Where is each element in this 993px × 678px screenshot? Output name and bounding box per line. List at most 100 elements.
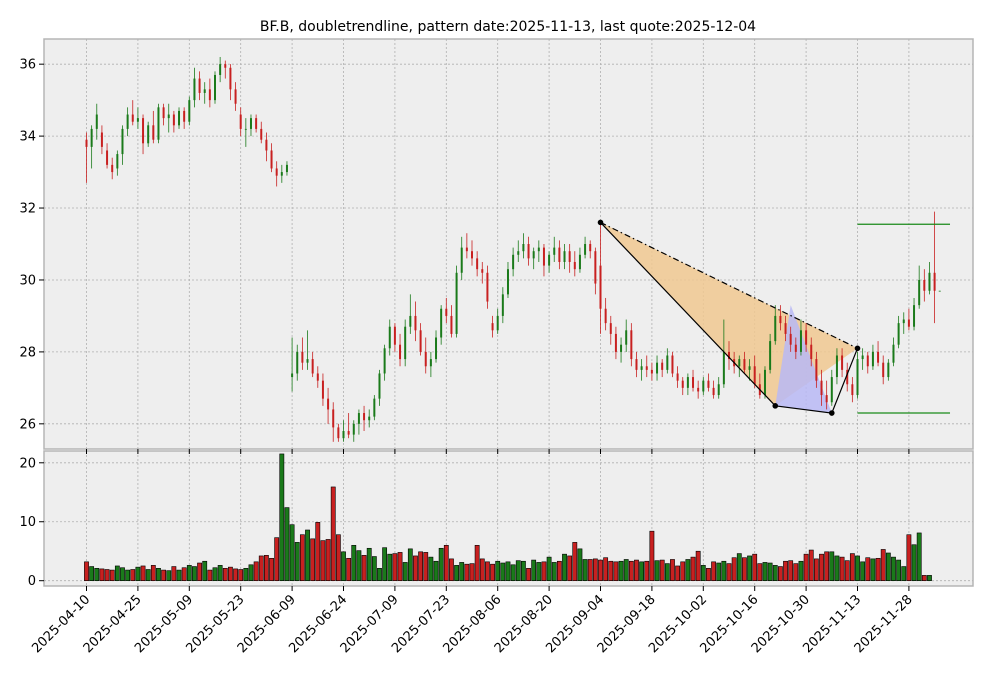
candle-body <box>471 251 473 259</box>
candle-body <box>388 326 391 349</box>
volume-bar <box>505 561 511 581</box>
volume-bar <box>392 553 398 581</box>
candle-body <box>131 114 134 122</box>
volume-bar <box>551 562 557 581</box>
volume-bar <box>490 563 495 581</box>
volume-bar <box>587 559 593 581</box>
candle-body <box>373 398 376 417</box>
candle-body <box>609 323 612 334</box>
candle-body <box>306 359 309 363</box>
candle-body <box>573 261 576 270</box>
candle-body <box>625 330 628 345</box>
candle-body <box>527 244 530 259</box>
volume-bar <box>772 565 778 581</box>
candle-body <box>748 366 751 370</box>
volume-bar <box>305 529 310 581</box>
volume-bar <box>567 555 573 581</box>
volume-bar <box>834 555 840 581</box>
volume-bar <box>474 545 480 581</box>
volume-bar <box>644 560 650 581</box>
volume-bar <box>685 559 691 581</box>
volume-bar <box>659 559 665 581</box>
candle-body <box>496 315 499 331</box>
volume-bar <box>767 562 773 581</box>
volume-bar <box>885 552 891 581</box>
volume-bar <box>156 568 161 581</box>
candle-body <box>753 366 756 385</box>
pattern-point <box>772 403 779 409</box>
candle-body <box>501 294 504 316</box>
volume-bar <box>572 542 578 581</box>
volume-bar <box>104 569 110 581</box>
candle-body <box>568 251 571 262</box>
volume-tick-label: 20 <box>19 456 36 471</box>
candle-body <box>188 100 191 122</box>
volume-bar <box>330 486 336 581</box>
candle-body <box>841 355 844 370</box>
price-tick-label: 36 <box>19 58 36 73</box>
candle-body <box>208 89 211 101</box>
volume-bar <box>721 560 727 581</box>
candle-body <box>789 333 792 345</box>
volume-bar <box>454 565 459 581</box>
candle-body <box>424 351 427 367</box>
volume-bar <box>125 569 131 581</box>
volume-bar <box>310 538 316 581</box>
volume-bar <box>628 560 634 581</box>
volume-bar <box>176 569 182 581</box>
candle-body <box>316 373 319 381</box>
volume-bar <box>407 548 413 581</box>
volume-bar <box>829 551 835 581</box>
volume-bar <box>541 561 547 581</box>
candle-body <box>506 269 509 295</box>
candle-body <box>157 107 160 140</box>
pattern-point <box>597 219 604 226</box>
volume-bar <box>808 549 814 581</box>
candle-body <box>90 128 93 147</box>
candle-body <box>599 265 602 309</box>
volume-bar <box>377 568 382 581</box>
candle-body <box>830 377 833 403</box>
candle-body <box>712 387 715 396</box>
volume-bar <box>202 560 208 581</box>
candle-body <box>203 89 206 93</box>
candle-body <box>681 380 684 388</box>
candle-body <box>121 128 124 155</box>
candle-body <box>85 139 88 147</box>
candle-body <box>671 355 674 374</box>
candle-body <box>172 114 175 126</box>
volume-bar <box>346 557 352 581</box>
volume-bar <box>813 558 819 581</box>
volume-bar <box>752 553 758 581</box>
volume-bar <box>207 569 213 581</box>
candle-body <box>645 366 648 370</box>
candle-body <box>357 413 360 424</box>
price-tick-label: 34 <box>19 130 36 145</box>
candle-body <box>871 351 874 367</box>
volume-bar <box>341 551 346 581</box>
volume-bar <box>598 559 603 581</box>
candle-body <box>887 362 890 378</box>
volume-bar <box>94 568 100 581</box>
candle-body <box>717 384 720 396</box>
candle-body <box>635 359 638 370</box>
volume-bar <box>927 575 932 581</box>
candle-body <box>589 244 592 252</box>
volume-bar <box>485 561 490 581</box>
volume-bar <box>556 560 562 581</box>
volume-bar <box>577 548 583 581</box>
candle-body <box>95 114 98 129</box>
volume-bar <box>145 569 151 581</box>
volume-bar <box>84 561 89 581</box>
pattern-lines <box>597 219 951 416</box>
volume-bar <box>526 568 531 581</box>
volume-bar <box>839 556 845 581</box>
candle-body <box>918 279 921 306</box>
volume-bar <box>562 553 567 581</box>
volume-bar <box>294 542 300 581</box>
candle-body <box>656 362 659 374</box>
volume-bar <box>716 562 722 581</box>
candle-body <box>913 305 916 327</box>
pattern-polyline <box>600 222 859 414</box>
candle-body <box>136 118 139 122</box>
